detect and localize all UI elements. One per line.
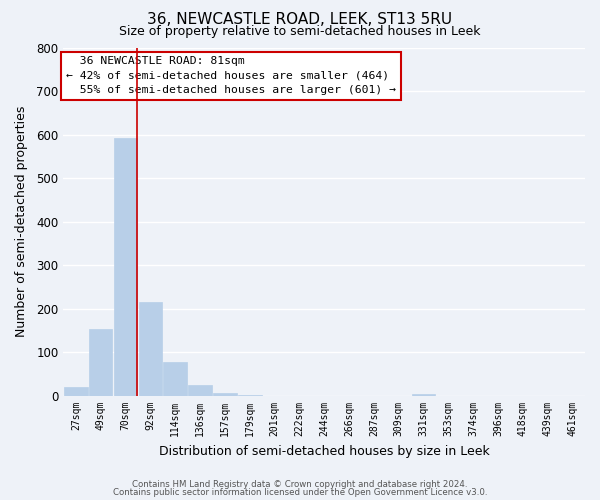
Bar	[114, 138, 137, 396]
Bar	[213, 392, 236, 396]
Text: 36, NEWCASTLE ROAD, LEEK, ST13 5RU: 36, NEWCASTLE ROAD, LEEK, ST13 5RU	[148, 12, 452, 28]
Text: Contains HM Land Registry data © Crown copyright and database right 2024.: Contains HM Land Registry data © Crown c…	[132, 480, 468, 489]
Y-axis label: Number of semi-detached properties: Number of semi-detached properties	[15, 106, 28, 338]
Text: Size of property relative to semi-detached houses in Leek: Size of property relative to semi-detach…	[119, 25, 481, 38]
Bar	[238, 395, 262, 396]
Text: 36 NEWCASTLE ROAD: 81sqm
← 42% of semi-detached houses are smaller (464)
  55% o: 36 NEWCASTLE ROAD: 81sqm ← 42% of semi-d…	[66, 56, 396, 95]
X-axis label: Distribution of semi-detached houses by size in Leek: Distribution of semi-detached houses by …	[159, 444, 490, 458]
Bar	[89, 328, 112, 396]
Bar	[64, 388, 88, 396]
Text: Contains public sector information licensed under the Open Government Licence v3: Contains public sector information licen…	[113, 488, 487, 497]
Bar	[188, 385, 212, 396]
Bar	[139, 302, 162, 396]
Bar	[163, 362, 187, 396]
Bar	[412, 394, 436, 396]
